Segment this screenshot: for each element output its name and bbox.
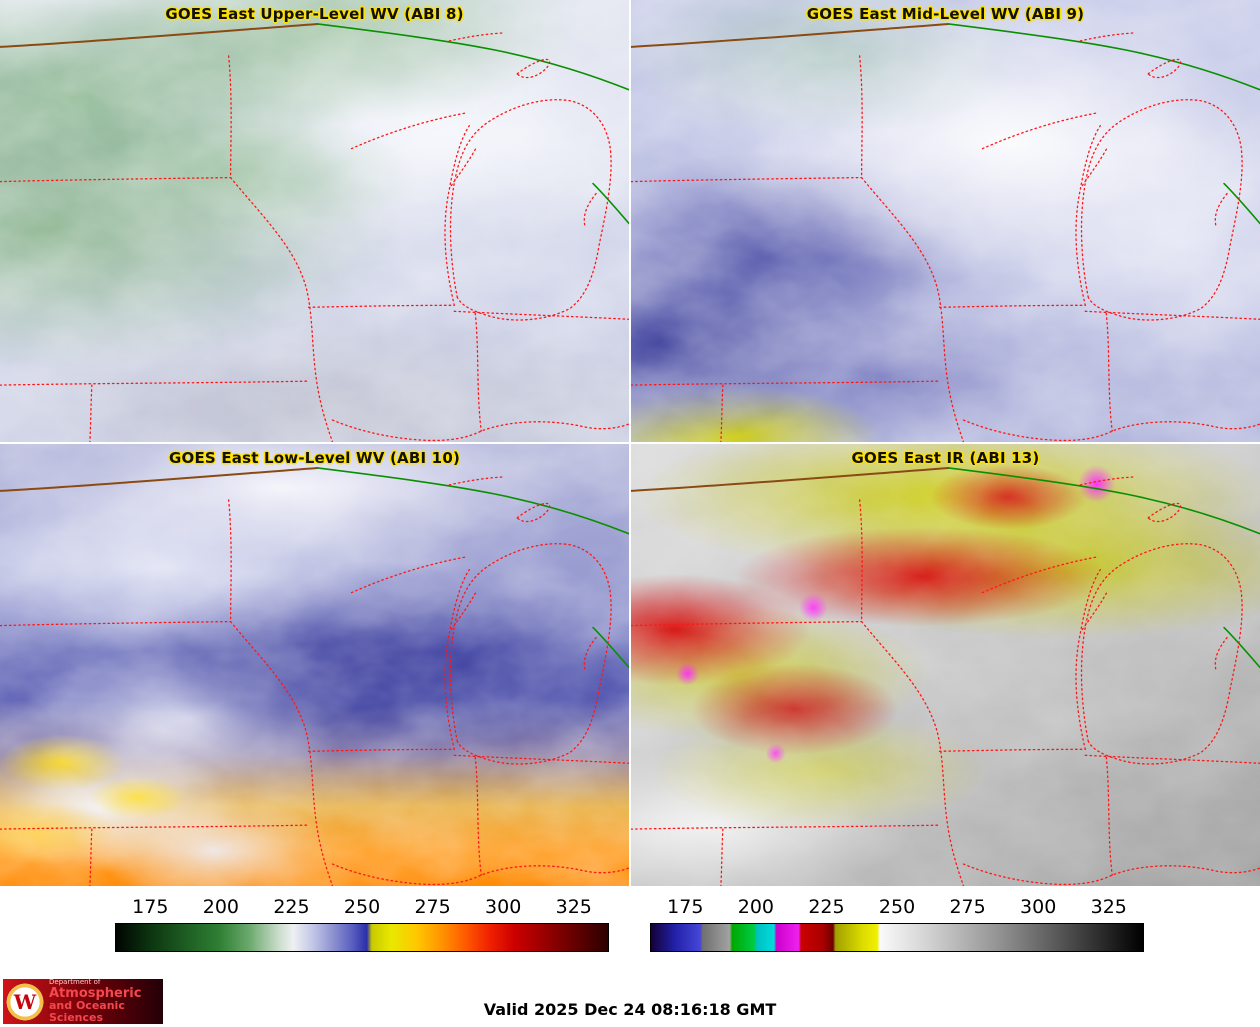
colorbar-tick-label: 200 [202, 896, 239, 918]
wv-colorbar-group: 175 200 225 250 275 300 325 [115, 896, 609, 952]
state-boundaries-overlay [631, 0, 1260, 442]
panel-low-level-wv: GOES East Low-Level WV (ABI 10) [0, 444, 629, 886]
panel-title-mid-wv: GOES East Mid-Level WV (ABI 9) [806, 5, 1085, 23]
logo-name-line2: and Oceanic Sciences [49, 999, 125, 1024]
colorbar-tick-label: 250 [878, 896, 916, 918]
logo-name-line1: Atmospheric [49, 985, 142, 1001]
colorbar-tick-label: 300 [485, 896, 522, 918]
colorbar-tick-label: 325 [555, 896, 592, 918]
panel-mid-level-wv: GOES East Mid-Level WV (ABI 9) [631, 0, 1260, 442]
ir-colorbar-ticks: 175 200 225 250 275 300 325 [650, 896, 1144, 918]
crest-letter: W [13, 989, 37, 1014]
footer: 175 200 225 250 275 300 325 175 200 225 250 275 300… [0, 886, 1260, 1027]
ir-colorbar [650, 923, 1144, 952]
panel-title-ir: GOES East IR (ABI 13) [851, 449, 1040, 467]
satellite-grid: GOES East Upper-Level WV (ABI 8) GOES Ea… [0, 0, 1260, 886]
wv-colorbar [115, 923, 609, 952]
colorbar-tick-label: 175 [667, 896, 704, 918]
panel-ir: GOES East IR (ABI 13) [631, 444, 1260, 886]
uw-aos-logo: W Department of Atmospheric and Oceanic … [3, 979, 163, 1024]
wv-colorbar-ticks: 175 200 225 250 275 300 325 [115, 896, 609, 918]
colorbar-tick-label: 200 [737, 896, 774, 918]
ir-colorbar-group: 175 200 225 250 275 300 325 [650, 896, 1144, 952]
state-boundaries-overlay [0, 0, 629, 442]
valid-time: Valid 2025 Dec 24 08:16:18 GMT [483, 1000, 777, 1019]
colorbar-tick-label: 275 [414, 896, 451, 918]
colorbar-tick-label: 250 [343, 896, 381, 918]
panel-upper-level-wv: GOES East Upper-Level WV (ABI 8) [0, 0, 629, 442]
uw-crest-icon: W [6, 982, 44, 1021]
logo-dept-line: Department of [49, 978, 101, 987]
colorbar-tick-label: 325 [1090, 896, 1127, 918]
panel-title-upper-wv: GOES East Upper-Level WV (ABI 8) [165, 5, 464, 23]
state-boundaries-overlay [0, 444, 629, 886]
colorbar-tick-label: 175 [132, 896, 169, 918]
panel-title-low-wv: GOES East Low-Level WV (ABI 10) [168, 449, 461, 467]
colorbar-tick-label: 225 [273, 896, 310, 918]
colorbar-tick-label: 225 [808, 896, 845, 918]
colorbar-tick-label: 275 [949, 896, 986, 918]
colorbar-tick-label: 300 [1020, 896, 1057, 918]
logo-text: Department of Atmospheric and Oceanic Sc… [49, 978, 163, 1024]
state-boundaries-overlay [631, 444, 1260, 886]
